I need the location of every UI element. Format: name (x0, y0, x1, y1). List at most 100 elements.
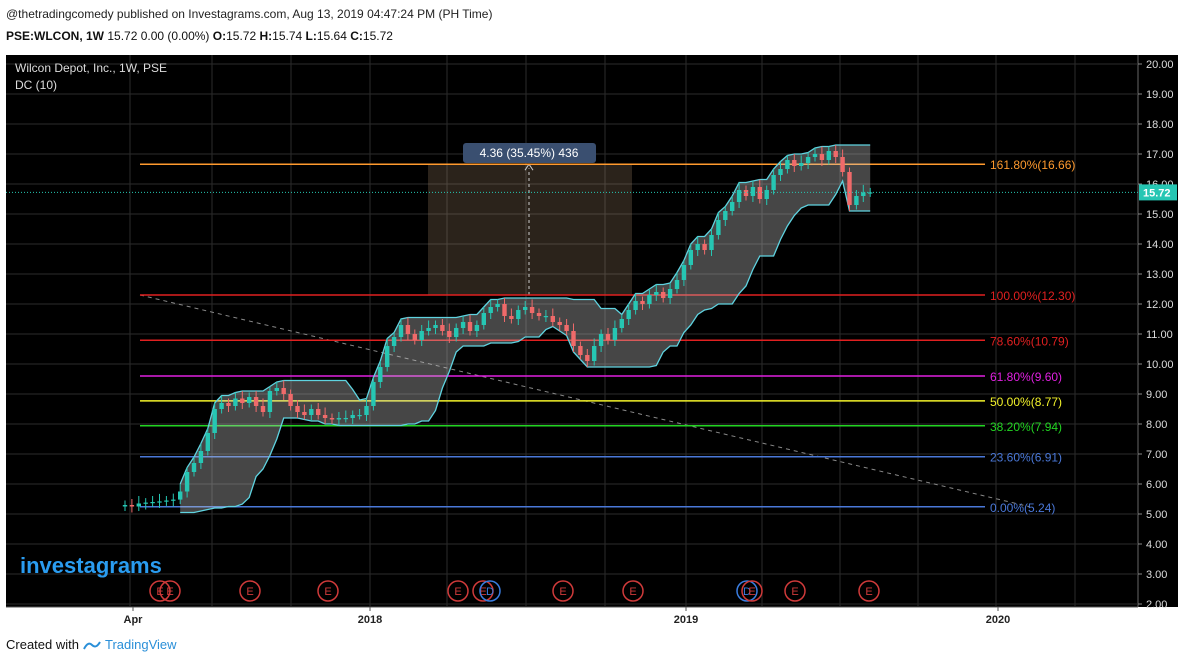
candle-body (316, 409, 321, 415)
candle-body (378, 367, 383, 382)
candle-body (750, 187, 756, 196)
marker-letter: D (486, 586, 494, 598)
earnings-marker[interactable] (472, 580, 494, 602)
fibonacci-levels[interactable]: 161.80%(16.66) 100.00%(12.30) 78.60%(10.79… (139, 158, 1075, 515)
candle-body (736, 190, 742, 202)
earnings-marker[interactable] (741, 580, 763, 602)
channel-lower (180, 179, 871, 514)
candle-body (302, 412, 307, 415)
price-tick-label: 17.00 (1146, 149, 1174, 161)
candle-body (633, 301, 638, 310)
last-price-label: 15.72 (1143, 187, 1171, 199)
dividend-marker[interactable] (479, 580, 501, 602)
candle-body (281, 388, 286, 394)
candle-body (688, 250, 693, 265)
price-tick-label: 7.00 (1146, 449, 1167, 461)
marker-letter: E (865, 586, 872, 598)
price-tick-label: 4.00 (1146, 539, 1167, 551)
measure-range-box (428, 164, 632, 295)
candle-body (467, 322, 473, 331)
candle-body (157, 501, 162, 503)
candle-body (536, 313, 542, 316)
price-tick-label: 20.00 (1146, 59, 1174, 71)
candle-body (716, 220, 721, 235)
candle-body (868, 192, 873, 194)
candle-body (247, 397, 252, 403)
high-value: 15.74 (272, 29, 303, 43)
time-tick-label: Apr (124, 614, 144, 626)
earnings-marker[interactable] (149, 580, 171, 602)
price-tick-label: 10.00 (1146, 359, 1174, 371)
earnings-markers[interactable]: E E E E E E D E E DE E E (149, 580, 880, 602)
candle-body (619, 319, 624, 328)
candle-body (826, 151, 831, 160)
candle-body (647, 295, 652, 304)
publish-info: @thetradingcomedy published on Investagr… (6, 7, 493, 21)
last-price-tag: 15.72 (6, 184, 1177, 201)
candle-body (592, 346, 597, 361)
price-tick-label: 14.00 (1146, 239, 1174, 251)
close-value: 15.72 (362, 29, 393, 43)
measure-box[interactable]: 4.36 (35.45%) 436 (428, 143, 632, 295)
candle-body (150, 502, 155, 504)
marker-letter: E (454, 586, 461, 598)
candle-body (143, 502, 148, 504)
open-label: O: (212, 29, 227, 43)
price-tick-label: 12.00 (1146, 299, 1174, 311)
high-label: H: (259, 29, 273, 43)
measure-label-box (463, 143, 596, 163)
marker-letter: E (166, 586, 173, 598)
price-tick-label: 13.00 (1146, 269, 1174, 281)
earnings-marker[interactable] (159, 580, 181, 602)
candle-body (350, 415, 355, 418)
marker-letter: E (748, 586, 755, 598)
price-tick-label: 3.00 (1146, 569, 1167, 581)
candle-body (819, 154, 825, 160)
candle-body (516, 310, 521, 319)
candle-body (391, 337, 397, 346)
tradingview-link[interactable]: TradingView (104, 637, 177, 652)
time-tick-label: 2018 (358, 614, 382, 626)
time-tick-label: 2020 (986, 614, 1010, 626)
candle-body (357, 415, 362, 417)
candle-body (771, 175, 776, 190)
price-ticks: 2.00 3.00 4.00 5.00 6.00 7.00 8.00 9.00 10.00 11.… (1138, 59, 1174, 611)
earnings-marker[interactable] (858, 580, 880, 602)
chart-title: Wilcon Depot, Inc., 1W, PSE (15, 61, 167, 75)
symbol-label: PSE:WLCON, 1W (6, 29, 104, 43)
candle-body (578, 346, 583, 355)
price-tick-label: 8.00 (1146, 419, 1167, 431)
fib-level-label: 78.60%(10.79) (990, 334, 1069, 348)
candle-body (122, 505, 128, 507)
price-tick-label: 9.00 (1146, 389, 1167, 401)
candle-body (164, 500, 169, 502)
candle-body (398, 325, 404, 337)
price-axis[interactable] (1138, 55, 1178, 607)
candle-body (661, 292, 666, 298)
candle-body (571, 331, 576, 346)
earnings-marker[interactable] (447, 580, 469, 602)
earnings-marker[interactable] (622, 580, 644, 602)
candle-body (426, 328, 431, 331)
earnings-marker[interactable] (552, 580, 574, 602)
candle-body (730, 202, 735, 211)
fib-level-label: 50.00%(8.77) (990, 395, 1062, 409)
candle-body (212, 409, 217, 433)
candle-body (847, 172, 852, 205)
time-axis[interactable] (6, 607, 1178, 629)
candle-body (364, 406, 369, 415)
candle-body (612, 328, 618, 340)
candle-body (129, 505, 135, 507)
candle-body (529, 307, 535, 313)
candle-body (198, 451, 204, 463)
marker-letter: E (324, 586, 331, 598)
dividend-marker[interactable] (736, 580, 758, 602)
candle-body (447, 331, 452, 337)
candle-body (474, 325, 480, 331)
price-tick-label: 11.00 (1146, 329, 1173, 341)
earnings-marker[interactable] (784, 580, 806, 602)
earnings-marker[interactable] (239, 580, 261, 602)
candle-body (702, 244, 707, 250)
earnings-marker[interactable] (317, 580, 339, 602)
